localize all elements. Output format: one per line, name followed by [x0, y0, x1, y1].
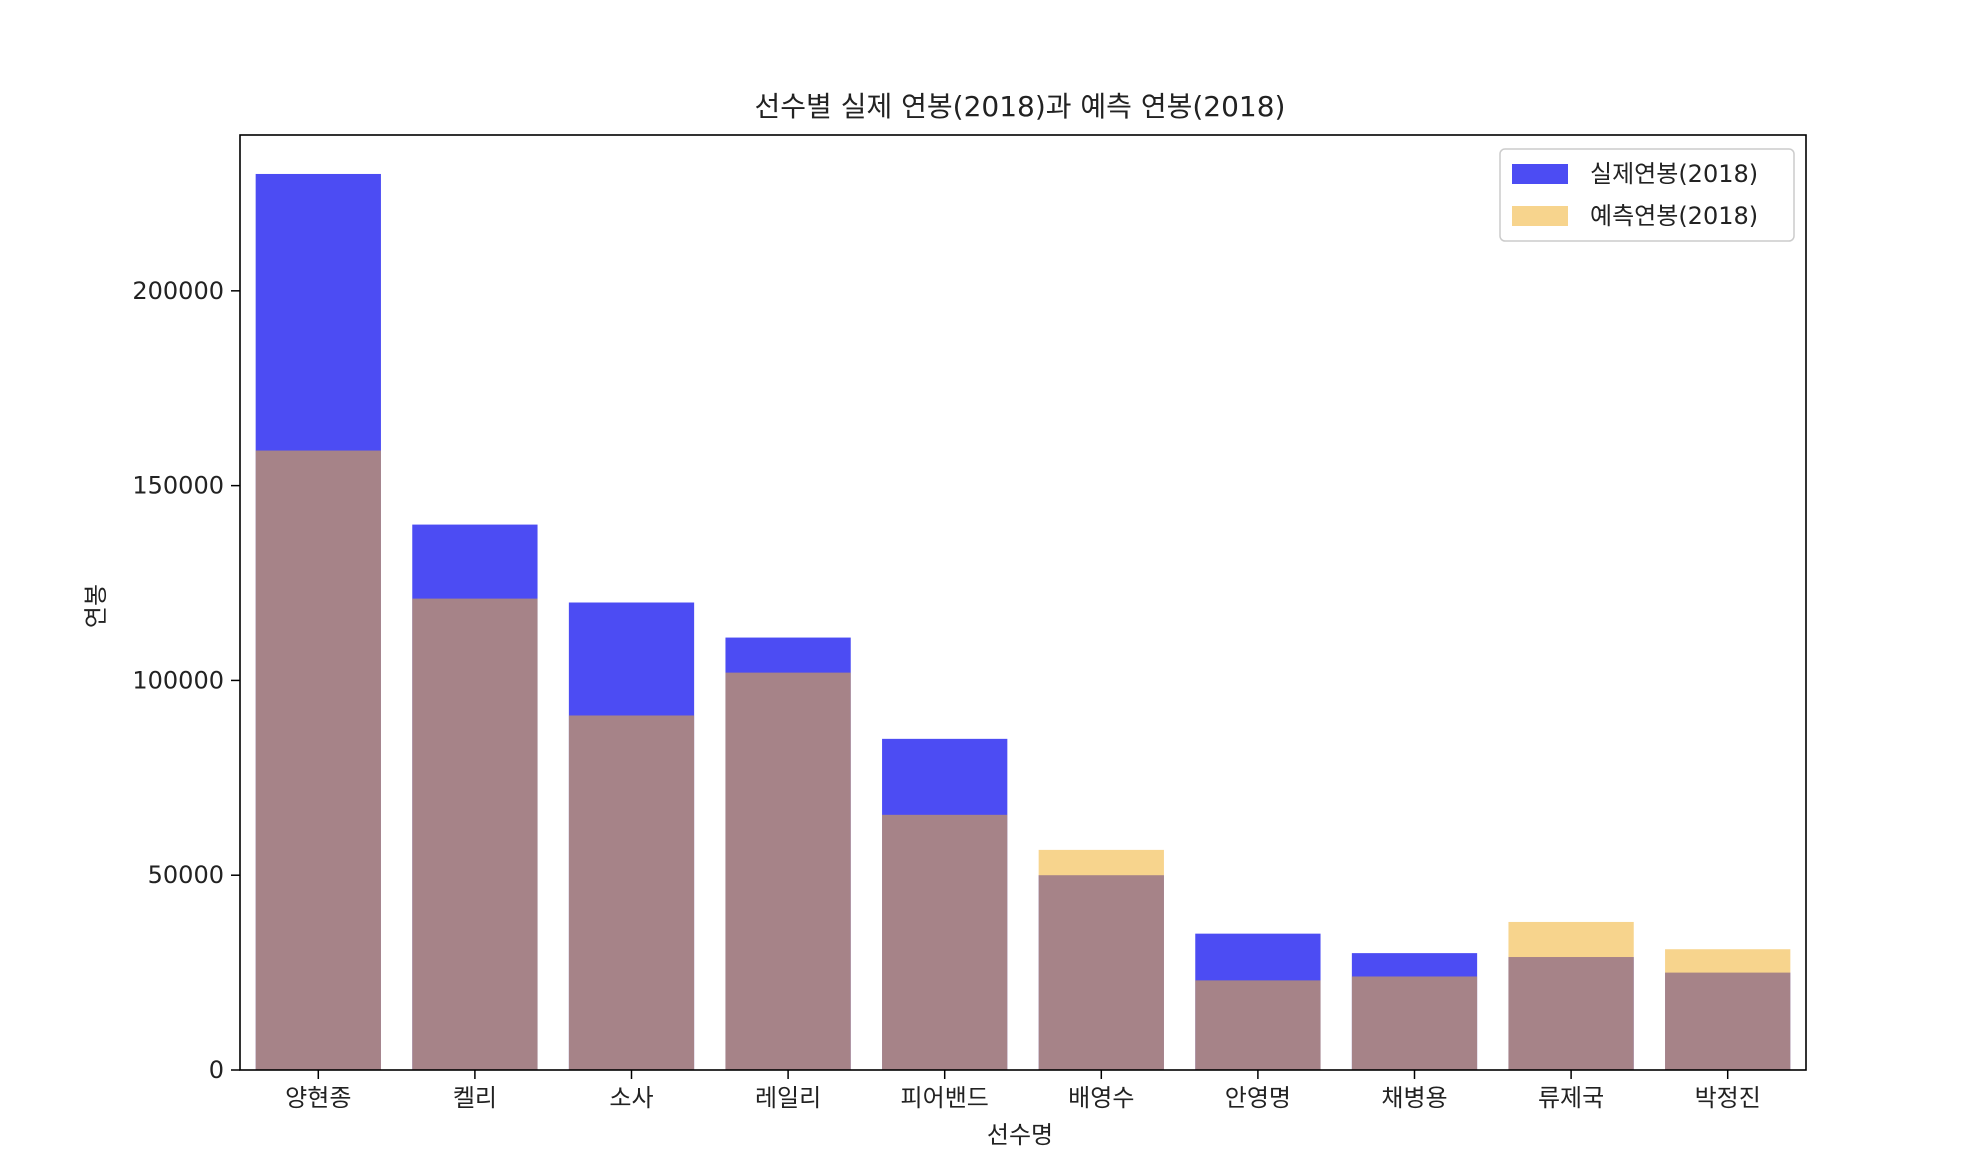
y-tick-label-0: 0 — [209, 1056, 224, 1084]
x-tick-label-0: 양현종 — [285, 1084, 351, 1112]
legend: 실제연봉(2018) 예측연봉(2018) — [1499, 148, 1795, 242]
bar-predicted-7 — [1351, 976, 1478, 1070]
legend-label-actual: 실제연봉(2018) — [1590, 160, 1758, 188]
bar-predicted-0 — [255, 450, 381, 1070]
bar-predicted-6 — [1195, 980, 1321, 1070]
legend-swatch-actual — [1512, 164, 1568, 184]
x-axis-label: 선수명 — [987, 1121, 1053, 1149]
y-tick-label-4: 200000 — [132, 277, 224, 305]
bar-predicted-5 — [1038, 849, 1164, 1070]
plot-area: 0 50000 100000 150000 200000 양현종 켈리 소사 레일리 피어밴드 배영… — [132, 134, 1807, 1112]
x-tick-label-2: 소사 — [609, 1084, 653, 1112]
x-tick-label-3: 레일리 — [755, 1084, 821, 1112]
y-axis-label: 연봉 — [82, 584, 110, 628]
y-tick-label-3: 150000 — [132, 472, 224, 500]
x-tick-label-4: 피어밴드 — [901, 1084, 989, 1112]
x-tick-label-9: 박정진 — [1695, 1084, 1761, 1112]
x-tick-label-1: 켈리 — [453, 1084, 497, 1112]
bar-predicted-2 — [568, 715, 695, 1070]
y-tick-label-2: 100000 — [132, 666, 224, 694]
plot-frame — [239, 134, 1807, 1071]
x-tick-label-6: 안영명 — [1225, 1084, 1291, 1112]
bar-predicted-8 — [1508, 921, 1634, 1070]
bar-predicted-3 — [725, 672, 851, 1070]
x-tick-label-8: 류제국 — [1538, 1084, 1604, 1112]
x-tick-label-7: 채병용 — [1381, 1084, 1447, 1112]
chart-title: 선수별 실제 연봉(2018)과 예측 연봉(2018) — [755, 90, 1286, 123]
bar-predicted-9 — [1665, 949, 1791, 1070]
legend-box — [1499, 148, 1795, 242]
legend-swatch-predicted — [1512, 206, 1568, 226]
bar-predicted-4 — [882, 814, 1008, 1070]
bar-predicted-1 — [412, 598, 538, 1070]
x-tick-label-5: 배영수 — [1068, 1084, 1134, 1112]
legend-label-predicted: 예측연봉(2018) — [1590, 202, 1758, 230]
y-tick-label-1: 50000 — [148, 861, 224, 889]
